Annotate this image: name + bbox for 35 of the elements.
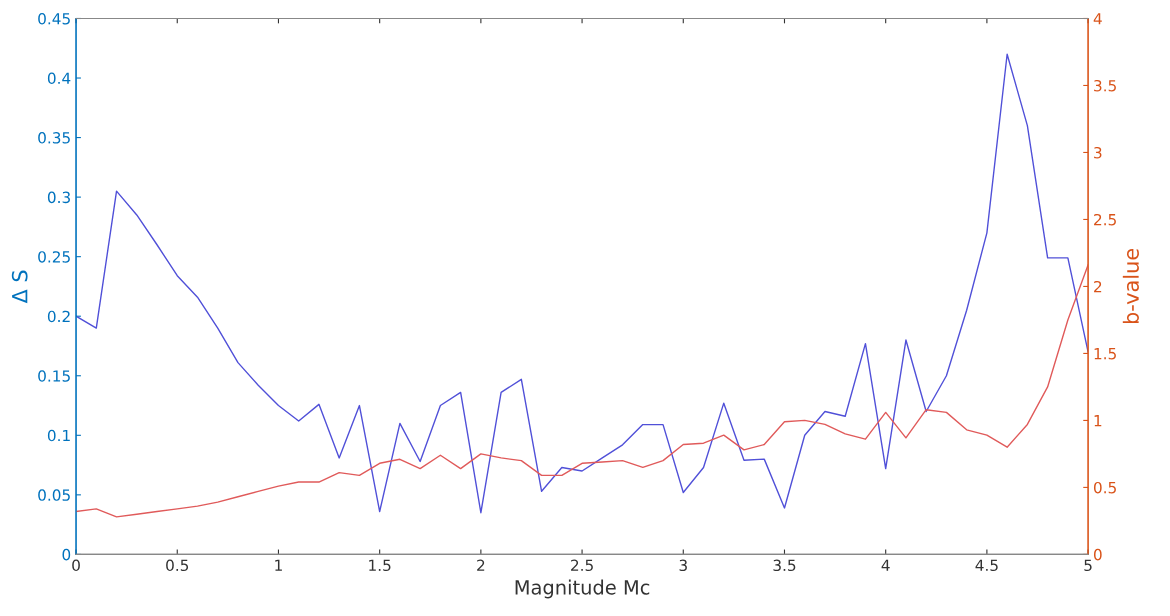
x-tick-label: 2.5 [571,559,593,572]
y-axis-title: Δ S [11,270,28,304]
line-series [76,53,1089,514]
y2-tick-label: 3.5 [1094,79,1116,92]
y-tick-label: 0.45 [38,12,70,25]
x-tick-label: 4 [881,559,890,571]
y2-axis-title: b-value [1122,249,1139,324]
y-tick-label: 0 [62,548,71,561]
y-tick-label: 0.05 [38,489,70,501]
x-tick-label: 3.5 [773,559,796,572]
y2-tick-label: 2 [1094,280,1102,293]
line-series [76,264,1089,518]
y2-tick-label: 0 [1093,548,1102,561]
y-tick-label: 0.2 [47,310,70,323]
x-tick-label: 2 [477,559,485,571]
y-tick-label: 0.1 [47,429,70,442]
y2-tick-label: 0.5 [1093,481,1116,494]
x-tick-label: 1 [275,559,282,571]
x-axis-title: Magnitude Mc [515,579,650,599]
x-tick-label: 0.5 [166,559,189,572]
x-tick-label: 1.5 [369,559,391,572]
x-tick-label: 3 [679,559,687,572]
y-tick-label: 0.35 [38,132,70,144]
y-tick-label: 0.15 [38,370,70,382]
x-tick-label: 4.5 [975,559,998,572]
y2-tick-label: 2.5 [1094,213,1116,226]
y2-tick-label: 1.5 [1094,348,1116,360]
y2-tick-label: 3 [1094,146,1102,159]
y2-tick-label: 1 [1094,415,1102,427]
y2-tick-label: 4 [1093,13,1102,25]
y-tick-label: 0.25 [38,251,70,263]
x-tick-label: 5 [1084,559,1092,572]
x-tick-label: 0 [72,559,80,572]
y-tick-label: 0.3 [47,191,70,204]
y-tick-label: 0.4 [47,72,71,85]
